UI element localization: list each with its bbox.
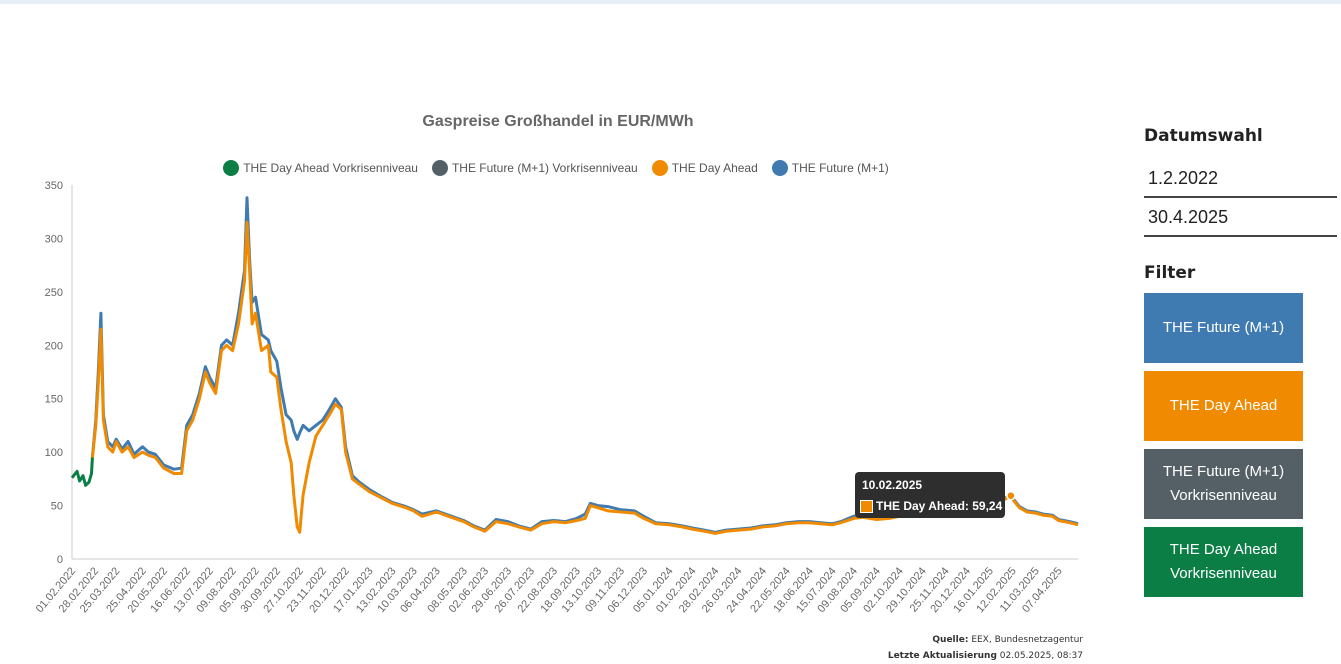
y-tick-label: 0 (57, 554, 63, 566)
x-axis: 01.02.202228.02.202225.03.202225.04.2022… (34, 558, 1078, 615)
legend-item-day-ahead[interactable]: THE Day Ahead (651, 160, 758, 176)
updated-line: Letzte Aktualisierung 02.05.2025, 08:37 (888, 648, 1083, 664)
filter-label-line2: Vorkrisenniveau (1170, 565, 1277, 582)
date-to-input[interactable] (1144, 199, 1337, 237)
y-tick-label: 150 (45, 394, 63, 406)
source-line: Quelle: EEX, Bundesnetzagentur (888, 632, 1083, 648)
filter-label-line1: THE Day Ahead (1169, 541, 1278, 558)
updated-value: 02.05.2025, 08:37 (999, 651, 1083, 661)
y-tick-label: 350 (45, 180, 63, 192)
filter-label: THE Day Ahead (1169, 397, 1278, 414)
tooltip-date: 10.02.2025 (862, 478, 923, 492)
legend-dot-icon (431, 160, 448, 176)
legend-dot-icon (651, 160, 668, 176)
filter-label-line1: THE Future (M+1) (1162, 463, 1285, 480)
tooltip-value: THE Day Ahead: 59,24 (876, 499, 1003, 513)
filter-label: THE Day Ahead Vorkrisenniveau (1170, 538, 1278, 586)
legend-item-future[interactable]: THE Future (M+1) (771, 160, 889, 176)
filter-button-day-ahead-vorkrise[interactable]: THE Day Ahead Vorkrisenniveau (1144, 527, 1303, 597)
y-axis: 0 50 100 150 200 250 300 350 (45, 180, 73, 566)
legend-dot-icon (223, 160, 240, 176)
series-line-the-day-ahead-vorkrisenniveau (70, 457, 94, 487)
chart-plot: 0 50 100 150 200 250 300 350 01.02.202228.02.20… (34, 180, 1079, 615)
filter-button-future-vorkrise[interactable]: THE Future (M+1) Vorkrisenniveau (1144, 449, 1303, 519)
filter-label: THE Future (M+1) (1162, 319, 1285, 336)
filter-button-day-ahead[interactable]: THE Day Ahead (1144, 371, 1303, 441)
y-tick-label: 100 (45, 447, 63, 459)
y-tick-label: 50 (51, 501, 63, 513)
updated-label: Letzte Aktualisierung (887, 651, 997, 661)
source-label: Quelle: (932, 635, 969, 645)
top-border (0, 0, 1341, 4)
date-from-input[interactable] (1144, 160, 1337, 198)
hover-point-marker[interactable] (1006, 490, 1016, 501)
legend-label: THE Future (M+1) Vorkrisenniveau (451, 161, 638, 175)
sidebar: Datumswahl Filter THE Future (M+1) THE D… (1144, 126, 1341, 605)
tooltip-series-square-icon (860, 499, 873, 513)
legend-label: THE Day Ahead (671, 161, 758, 175)
chart-title: Gaspreise Großhandel in EUR/MWh (422, 113, 694, 130)
filter-heading: Filter (1144, 263, 1196, 283)
chart-area: Gaspreise Großhandel in EUR/MWh THE Day … (0, 100, 1120, 663)
legend-label: THE Day Ahead Vorkrisenniveau (243, 161, 418, 175)
filter-label: THE Future (M+1) Vorkrisenniveau (1163, 460, 1284, 508)
legend-dot-icon (771, 160, 788, 176)
y-tick-label: 200 (45, 340, 63, 352)
chart-source: Quelle: EEX, Bundesnetzagentur Letzte Ak… (888, 632, 1083, 664)
y-tick-label: 300 (45, 233, 63, 245)
chart-legend: THE Day Ahead Vorkrisenniveau THE Future… (0, 160, 1112, 176)
filter-label-line2: Vorkrisenniveau (1170, 487, 1277, 504)
filter-button-future[interactable]: THE Future (M+1) (1144, 293, 1303, 363)
legend-item-day-ahead-vorkrise[interactable]: THE Day Ahead Vorkrisenniveau (223, 160, 418, 176)
legend-label: THE Future (M+1) (791, 161, 889, 175)
source-value: EEX, Bundesnetzagentur (971, 635, 1083, 645)
y-tick-label: 250 (45, 287, 63, 299)
tooltip-row: THE Day Ahead: 59,24 (860, 499, 1002, 513)
legend-item-future-vorkrise[interactable]: THE Future (M+1) Vorkrisenniveau (431, 160, 638, 176)
chart-tooltip: 10.02.2025 THE Day Ahead: 59,24 (855, 472, 1005, 518)
date-heading: Datumswahl (1144, 126, 1263, 146)
